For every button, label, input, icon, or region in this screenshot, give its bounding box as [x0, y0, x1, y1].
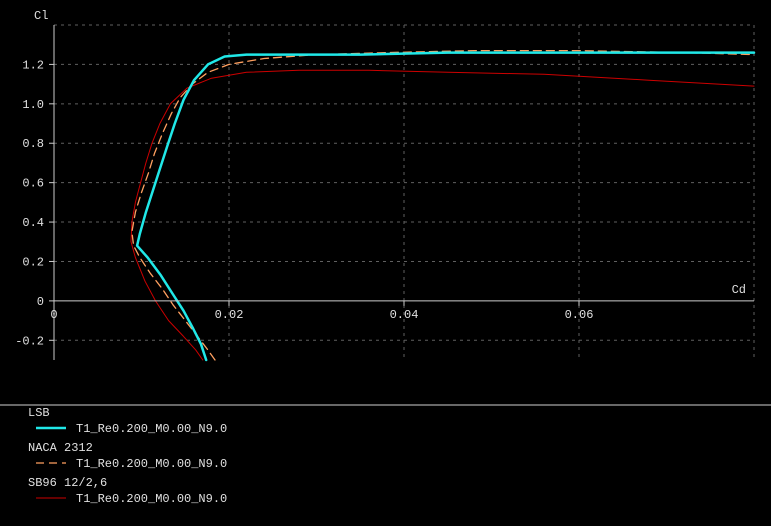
legend-group-label: LSB [28, 406, 50, 420]
y-tick-label: -0.2 [15, 334, 44, 348]
drag-polar-chart: 0 0.02 0.04 0.06 -0.2 0 0.2 0.4 0.6 0.8 1.0 1.2 Cl Cd… [0, 0, 771, 526]
y-tick-label: 1.2 [22, 58, 44, 72]
y-tick-label: 0.8 [22, 137, 44, 151]
legend-group-label: NACA 2312 [28, 441, 93, 455]
legend: LSB T1_Re0.200_M0.00_N9.0 NACA 2312 T1_Re0.… [28, 406, 227, 506]
tick-labels: 0 0.02 0.04 0.06 -0.2 0 0.2 0.4 0.6 0.8 1.0 1.2 [15, 58, 593, 348]
chart-container: 0 0.02 0.04 0.06 -0.2 0 0.2 0.4 0.6 0.8 1.0 1.2 Cl Cd… [0, 0, 771, 526]
y-tick-label: 1.0 [22, 98, 44, 112]
legend-sub-label: T1_Re0.200_M0.00_N9.0 [76, 457, 227, 471]
legend-group-label: SB96 12/2,6 [28, 476, 107, 490]
y-tick-label: 0 [37, 295, 44, 309]
x-tick-label: 0 [50, 308, 57, 322]
x-tick-label: 0.04 [390, 308, 419, 322]
legend-sub-label: T1_Re0.200_M0.00_N9.0 [76, 492, 227, 506]
y-tick-label: 0.6 [22, 177, 44, 191]
x-tick-label: 0.06 [565, 308, 594, 322]
legend-sub-label: T1_Re0.200_M0.00_N9.0 [76, 422, 227, 436]
y-axis-label: Cl [34, 9, 48, 23]
x-axis-label: Cd [732, 283, 746, 297]
y-tick-label: 0.4 [22, 216, 44, 230]
x-tick-label: 0.02 [215, 308, 244, 322]
y-tick-label: 0.2 [22, 255, 44, 269]
